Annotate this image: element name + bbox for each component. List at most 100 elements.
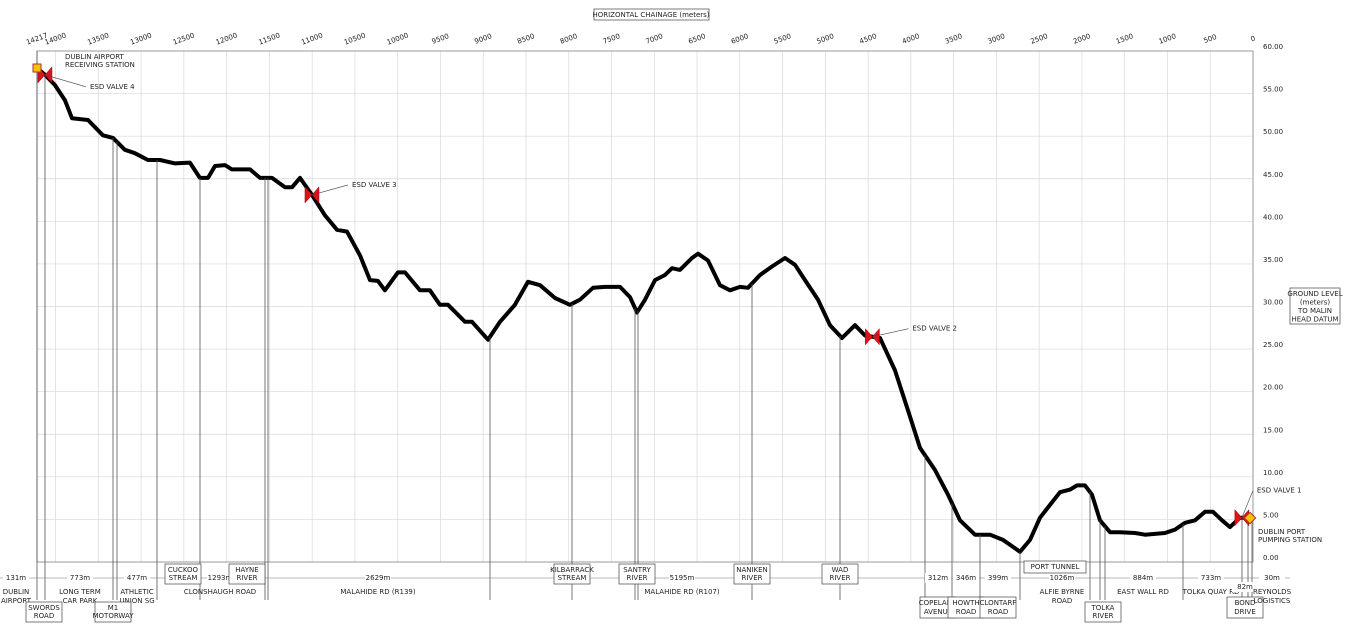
- segment-length-bg: [1232, 582, 1258, 592]
- x-tick-label: 10500: [343, 31, 367, 46]
- segment-name: UNION SG: [119, 597, 154, 605]
- valve-leader: [872, 328, 909, 338]
- segment-name: ATHLETIC: [120, 588, 153, 596]
- segment-length-bg: [669, 573, 695, 583]
- x-tick-label: 8000: [559, 32, 578, 46]
- segment-length-bg: [124, 573, 150, 583]
- segment-length-bg: [1130, 573, 1156, 583]
- segment-name: EAST WALL RD: [1117, 588, 1169, 596]
- crossing-box: [228, 563, 266, 585]
- crossing-box: [1084, 601, 1122, 623]
- segment-name: ROAD: [956, 608, 976, 616]
- crossing-box: [618, 563, 656, 585]
- segment-length: 884m: [1133, 574, 1153, 582]
- y-tick-label: 15.00: [1263, 426, 1283, 434]
- x-tick-label: 3500: [944, 32, 963, 46]
- valve-label: ESD VALVE 2: [912, 325, 957, 333]
- x-tick-label: 10000: [386, 31, 410, 46]
- x-tick-label: 14000: [44, 31, 68, 46]
- valve-marker: [865, 328, 880, 346]
- segment-name: ALFIE BYRNE: [1040, 588, 1085, 596]
- segment-name: TOLKA QUAY RD: [1182, 588, 1240, 596]
- x-tick-label: 11500: [258, 31, 282, 46]
- x-tick-label: 0: [1250, 34, 1257, 43]
- x-tick-label: 12500: [172, 31, 196, 46]
- crossing-label: STREAM: [169, 574, 198, 582]
- x-tick-label: 9000: [473, 32, 492, 46]
- x-tick-label: 6500: [687, 32, 706, 46]
- x-tick-label: 7000: [645, 32, 664, 46]
- y-axis-label: HEAD DATUM: [1291, 316, 1338, 324]
- segment-length-bg: [1049, 573, 1075, 583]
- crossing-label: RIVER: [626, 574, 647, 582]
- segment-name-box: [979, 596, 1017, 619]
- valve-leader: [44, 74, 87, 88]
- crossing-label: CUCKOO: [168, 566, 199, 574]
- segment-name: HOWTH: [952, 599, 979, 607]
- station-label: DUBLIN AIRPORT: [65, 53, 125, 61]
- segment-length: 346m: [956, 574, 976, 582]
- y-tick-label: 55.00: [1263, 86, 1283, 94]
- x-tick-label: 5000: [816, 32, 835, 46]
- station-label: PUMPING STATION: [1258, 536, 1322, 544]
- crossing-label: HAYNE: [235, 566, 258, 574]
- crossing-label: WAD: [832, 566, 849, 574]
- valve-label: ESD VALVE 4: [90, 83, 135, 91]
- segment-length: 1026m: [1050, 574, 1075, 582]
- y-tick-label: 5.00: [1263, 511, 1279, 519]
- segment-name: MALAHIDE RD (R139): [340, 588, 415, 596]
- y-axis-label: TO MALIN: [1297, 307, 1332, 315]
- crossing-label: RIVER: [741, 574, 762, 582]
- crossing-label: SANTRY: [623, 566, 651, 574]
- y-tick-label: 0.00: [1263, 554, 1279, 562]
- x-tick-label: 8500: [516, 32, 535, 46]
- x-tick-label: 4500: [858, 32, 877, 46]
- segment-length-bg: [925, 573, 951, 583]
- segment-length-bg: [365, 573, 391, 583]
- crossing-box: [821, 563, 859, 585]
- segment-name: CLONSHAUGH ROAD: [184, 588, 256, 596]
- crossing-box: [94, 601, 132, 623]
- y-tick-label: 25.00: [1263, 341, 1283, 349]
- crossing-label: RIVER: [236, 574, 257, 582]
- x-tick-label: 4000: [901, 32, 920, 46]
- segment-name: REYNOLDS: [1253, 588, 1292, 596]
- crossing-label: SWORDS: [28, 604, 60, 612]
- x-tick-label: 12000: [215, 31, 239, 46]
- x-tick-label: 1000: [1158, 32, 1177, 46]
- valve-label: ESD VALVE 1: [1257, 487, 1302, 495]
- station-marker: [32, 63, 42, 73]
- crossing-label: MOTORWAY: [93, 612, 135, 620]
- segment-name: COPELAND: [919, 599, 958, 607]
- segment-name: DUBLIN: [3, 588, 30, 596]
- crossing-box: [164, 563, 202, 585]
- y-label-box: [1289, 287, 1341, 325]
- y-axis-label: GROUND LEVEL: [1287, 290, 1342, 298]
- segment-length-bg: [985, 573, 1011, 583]
- valve-label: ESD VALVE 3: [352, 181, 397, 189]
- x-tick-label: 6000: [730, 32, 749, 46]
- x-tick-label: 9500: [431, 32, 450, 46]
- x-tick-label: 500: [1203, 33, 1218, 45]
- segment-length-bg: [207, 573, 233, 583]
- segment-length-bg: [953, 573, 979, 583]
- segment-name: MALAHIDE RD (R107): [644, 588, 719, 596]
- y-tick-label: 50.00: [1263, 128, 1283, 136]
- station-label: RECEIVING STATION: [65, 61, 135, 69]
- segment-length: 5195m: [670, 574, 695, 582]
- crossing-box: [25, 601, 63, 623]
- crossing-label: KILBARRACK: [550, 566, 594, 574]
- y-tick-label: 30.00: [1263, 299, 1283, 307]
- valve-leader: [1241, 490, 1254, 518]
- segment-length: 773m: [70, 574, 90, 582]
- x-tick-label: 13500: [86, 31, 110, 46]
- y-tick-label: 60.00: [1263, 43, 1283, 51]
- x-tick-label: 1500: [1115, 32, 1134, 46]
- station-marker: [1243, 511, 1257, 525]
- segment-length: 131m: [6, 574, 26, 582]
- segment-length-bg: [1259, 573, 1285, 583]
- crossing-label: STREAM: [558, 574, 587, 582]
- segment-length: 312m: [928, 574, 948, 582]
- x-tick-label: 5500: [773, 32, 792, 46]
- y-tick-label: 20.00: [1263, 384, 1283, 392]
